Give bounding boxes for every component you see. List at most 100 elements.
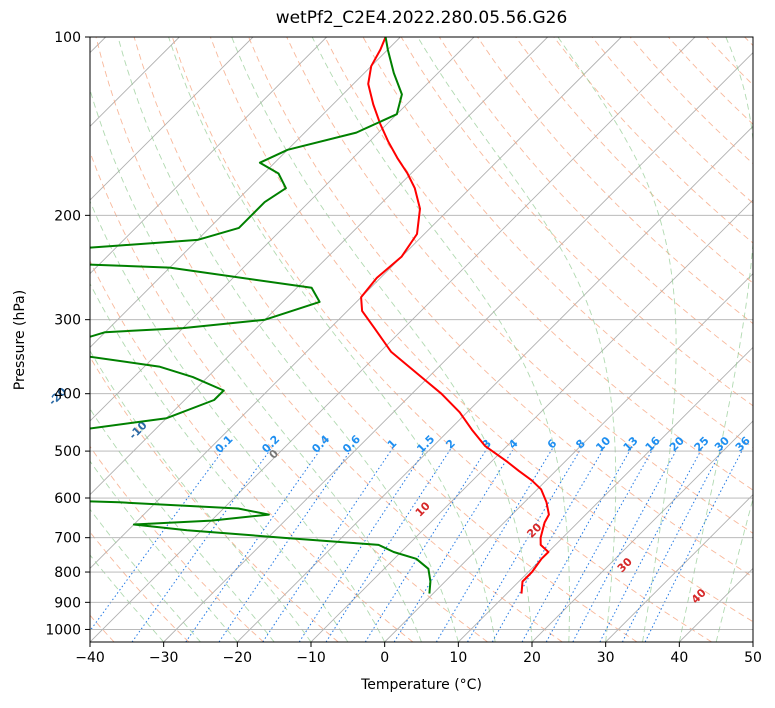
moist-adiabat-line bbox=[117, 37, 459, 642]
x-tick-label: 50 bbox=[744, 650, 762, 666]
y-tick-label: 800 bbox=[54, 565, 81, 581]
isotherm-line bbox=[752, 641, 753, 642]
x-axis: −40 −30 −20 −10 0 10 20 30 40 50 bbox=[75, 642, 762, 666]
moist-adiabat-line bbox=[90, 554, 165, 642]
dry-adiabat-line bbox=[324, 37, 753, 491]
isotherm-line bbox=[163, 52, 753, 642]
mixing-ratio-label: 0.6 bbox=[340, 432, 363, 455]
dry-adiabat-line bbox=[90, 445, 264, 642]
dewpoint-profile-line bbox=[90, 37, 432, 594]
mixing-ratio-line bbox=[325, 448, 452, 642]
dry-adiabats bbox=[90, 37, 753, 642]
mixing-ratio-label: 8 bbox=[573, 437, 588, 452]
moist-adiabat-label: 10 bbox=[413, 499, 433, 519]
dry-adiabat-line bbox=[706, 37, 753, 86]
mixing-ratio-label: 0.1 bbox=[213, 433, 236, 456]
x-tick-label: −20 bbox=[223, 650, 253, 666]
mixing-ratio-label: 2 bbox=[443, 437, 458, 452]
dry-adiabat-line bbox=[95, 37, 563, 642]
moist-adiabats bbox=[90, 37, 753, 642]
dry-adiabat-line bbox=[553, 37, 753, 244]
mixing-ratio-label: 4 bbox=[506, 437, 521, 452]
moist-adiabat-line bbox=[715, 497, 753, 642]
moist-adiabat-line bbox=[168, 37, 496, 642]
temperature-profile-line bbox=[360, 37, 550, 594]
mixing-ratio-label: 1.5 bbox=[414, 433, 437, 456]
isotherm-line bbox=[90, 37, 696, 642]
isotherm-line bbox=[90, 37, 475, 422]
profiles bbox=[90, 37, 550, 594]
isotherm-line bbox=[237, 125, 753, 642]
dry-adiabat-line bbox=[90, 356, 339, 642]
isotherm-line bbox=[310, 199, 753, 642]
isotherm-line bbox=[90, 37, 622, 569]
y-axis: 100 200 300 400 500 600 700 800 900 1000 bbox=[45, 30, 90, 638]
y-tick-label: 700 bbox=[54, 531, 81, 547]
moist-adiabat-label: 40 bbox=[689, 586, 709, 606]
y-tick-label: 400 bbox=[54, 387, 81, 403]
mixing-ratio-line bbox=[364, 448, 488, 642]
x-tick-label: −10 bbox=[296, 650, 326, 666]
isotherm-line bbox=[531, 420, 753, 642]
dry-adiabat-line bbox=[133, 37, 638, 642]
moist-adiabat-line bbox=[90, 282, 349, 642]
dry-adiabat-line bbox=[477, 37, 753, 325]
mixing-ratio-line bbox=[491, 448, 605, 642]
dry-adiabat-line bbox=[286, 37, 753, 534]
dry-adiabat-line bbox=[171, 37, 712, 642]
moist-adiabat-line bbox=[90, 200, 386, 642]
moist-adiabat-line bbox=[417, 37, 617, 642]
mixing-ratio-line bbox=[185, 448, 322, 642]
x-axis-label: Temperature (°C) bbox=[361, 677, 482, 693]
dry-adiabat-line bbox=[667, 37, 753, 125]
x-tick-label: 0 bbox=[380, 650, 389, 666]
y-tick-label: 1000 bbox=[45, 622, 81, 638]
isotherm-line bbox=[458, 346, 753, 642]
dry-adiabat-line bbox=[515, 37, 753, 284]
mixing-ratio-line bbox=[131, 448, 272, 642]
mixing-ratio-label: 3 bbox=[479, 437, 494, 452]
x-tick-label: −40 bbox=[75, 650, 105, 666]
x-tick-label: 40 bbox=[670, 650, 688, 666]
isotherm-line bbox=[679, 567, 753, 642]
mixing-ratio-line bbox=[262, 448, 393, 642]
dry-adiabat-line bbox=[90, 259, 414, 642]
chart-title: wetPf2_C2E4.2022.280.05.56.G26 bbox=[275, 8, 568, 28]
dry-adiabat-line bbox=[90, 150, 488, 642]
isotherm-line bbox=[90, 37, 548, 496]
mixing-ratio-line bbox=[435, 448, 553, 642]
x-tick-label: 10 bbox=[449, 650, 467, 666]
mixing-ratio-line bbox=[621, 448, 723, 642]
mixing-ratio-label: 0.4 bbox=[309, 432, 332, 455]
mixing-ratio-line bbox=[467, 448, 582, 642]
plot-frame bbox=[89, 36, 754, 643]
y-tick-label: 900 bbox=[54, 595, 81, 611]
dry-adiabat-line bbox=[248, 37, 753, 578]
moist-adiabat-line bbox=[752, 640, 753, 642]
moist-adiabat-line bbox=[90, 349, 312, 642]
y-tick-label: 100 bbox=[54, 30, 81, 46]
y-axis-label: Pressure (hPa) bbox=[12, 289, 28, 391]
y-tick-label: 600 bbox=[54, 491, 81, 507]
moist-adiabat-line bbox=[90, 88, 422, 642]
moist-adiabat-line bbox=[90, 408, 275, 642]
moist-adiabat-line bbox=[231, 37, 533, 642]
mixing-ratio-line bbox=[599, 448, 703, 642]
moist-adiabat-line bbox=[90, 508, 201, 642]
x-tick-label: −30 bbox=[149, 650, 179, 666]
isotherm-line bbox=[90, 37, 401, 348]
y-tick-label: 500 bbox=[54, 444, 81, 460]
isotherm-line bbox=[605, 494, 753, 642]
dry-adiabat-line bbox=[744, 37, 753, 47]
isotherm-grid bbox=[90, 37, 753, 642]
isotherm-line bbox=[384, 273, 753, 642]
y-tick-label: 300 bbox=[54, 313, 81, 329]
mixing-ratio-lines bbox=[90, 448, 744, 642]
mixing-ratio-line bbox=[90, 448, 225, 632]
x-tick-label: 30 bbox=[597, 650, 615, 666]
mixing-ratio-line bbox=[572, 448, 678, 642]
moist-adiabat-line bbox=[311, 37, 570, 642]
pressure-grid bbox=[90, 37, 753, 630]
dry-adiabat-line bbox=[209, 37, 753, 623]
